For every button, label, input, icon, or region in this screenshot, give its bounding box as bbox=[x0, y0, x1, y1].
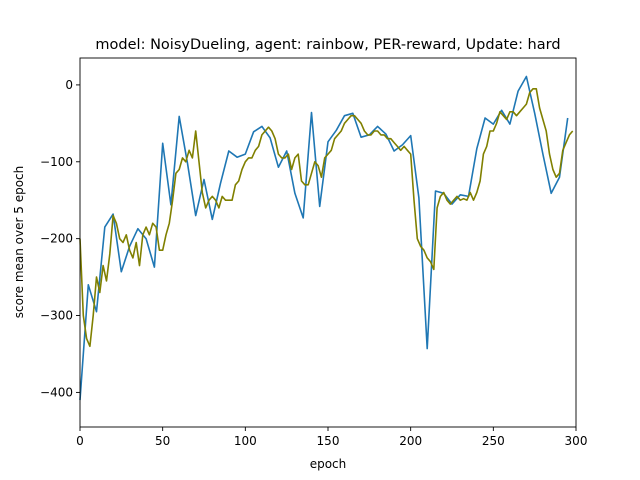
y-tick-label: −400 bbox=[40, 385, 73, 399]
chart-title: model: NoisyDueling, agent: rainbow, PER… bbox=[95, 37, 560, 53]
x-axis: 0 50 100 150 200 250 300 bbox=[76, 427, 587, 448]
y-tick-label: −100 bbox=[40, 155, 73, 169]
x-axis-label: epoch bbox=[310, 457, 347, 471]
series-line-2 bbox=[79, 88, 574, 348]
series-line-1 bbox=[79, 75, 569, 401]
x-tick-label: 0 bbox=[76, 434, 84, 448]
x-tick-label: 150 bbox=[317, 434, 340, 448]
y-tick-label: −300 bbox=[40, 309, 73, 323]
y-axis-label: score mean over 5 epoch bbox=[12, 166, 26, 318]
x-tick-label: 250 bbox=[482, 434, 505, 448]
y-tick-label: 0 bbox=[65, 78, 73, 92]
series-layer bbox=[79, 75, 574, 401]
x-tick-label: 300 bbox=[565, 434, 588, 448]
x-tick-label: 200 bbox=[399, 434, 422, 448]
y-tick-label: −200 bbox=[40, 232, 73, 246]
x-tick-label: 100 bbox=[234, 434, 257, 448]
y-axis: −400 −300 −200 −100 0 bbox=[40, 78, 80, 399]
x-tick-label: 50 bbox=[155, 434, 170, 448]
